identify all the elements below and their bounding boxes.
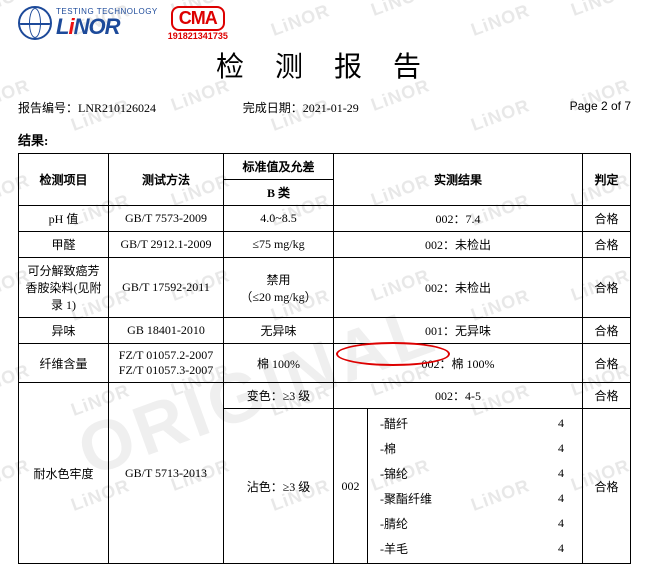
date-label: 完成日期： — [243, 101, 303, 115]
fastness-change-std: 变色：≥3 级 — [224, 383, 334, 409]
th-method: 测试方法 — [109, 154, 224, 206]
header-row-1: 检测项目 测试方法 标准值及允差 实测结果 判定 — [19, 154, 631, 180]
cma-number: 191821341735 — [168, 32, 228, 41]
logo-L: L — [56, 14, 68, 39]
cell-item: pH 值 — [19, 206, 109, 232]
table-row: 甲醛GB/T 2912.1-2009≤75 mg/kg002：未检出合格 — [19, 232, 631, 258]
fastness-change-judge: 合格 — [583, 383, 631, 409]
cell-method: GB 18401-2010 — [109, 318, 224, 344]
fastness-stain-std: 沾色：≥3 级 — [224, 409, 334, 564]
stain-item-value: 4 — [546, 536, 576, 561]
cell-standard: 棉 100% — [224, 344, 334, 383]
th-standard-top: 标准值及允差 — [224, 154, 334, 180]
cell-judge: 合格 — [583, 232, 631, 258]
linor-logo: TESTING TECHNOLOGY LiNOR — [18, 6, 158, 40]
cell-standard: ≤75 mg/kg — [224, 232, 334, 258]
cell-item: 纤维含量 — [19, 344, 109, 383]
fastness-method: GB/T 5713-2013 — [109, 383, 224, 564]
stain-item-row: -棉4 — [374, 436, 576, 461]
report-no-value: LNR210126024 — [78, 101, 156, 115]
results-label: 结果: — [18, 130, 631, 149]
cma-box: CMA — [171, 6, 225, 31]
cell-judge: 合格 — [583, 344, 631, 383]
cell-actual: 001：无异味 — [334, 318, 583, 344]
stain-item-row: -聚酯纤维4 — [374, 486, 576, 511]
stain-item-row: -羊毛4 — [374, 536, 576, 561]
completion-date: 完成日期：2021-01-29 — [243, 99, 509, 116]
table-row: 可分解致癌芳香胺染料(见附录 1)GB/T 17592-2011禁用（≤20 m… — [19, 258, 631, 318]
highlight-circle — [336, 342, 450, 366]
report-number: 报告编号：LNR210126024 — [18, 99, 243, 116]
fastness-item: 耐水色牢度 — [19, 383, 109, 564]
cma-mark: CMA 191821341735 — [168, 6, 228, 41]
table-row: 纤维含量FZ/T 01057.2-2007FZ/T 01057.3-2007棉 … — [19, 344, 631, 383]
fastness-stain-judge: 合格 — [583, 409, 631, 564]
logo-NOR: NOR — [74, 14, 120, 39]
table-row: pH 值GB/T 7573-20094.0~8.5002：7.4合格 — [19, 206, 631, 232]
stain-item-name: -锦纶 — [374, 461, 546, 486]
stain-item-row: -锦纶4 — [374, 461, 576, 486]
cell-actual: 002：未检出 — [334, 232, 583, 258]
th-judge: 判定 — [583, 154, 631, 206]
stain-item-name: -棉 — [374, 436, 546, 461]
cell-actual: 002：棉 100% — [334, 344, 583, 383]
th-standard-sub: B 类 — [224, 180, 334, 206]
fastness-stain-code: 002 — [334, 409, 368, 564]
globe-icon — [18, 6, 52, 40]
th-item: 检测项目 — [19, 154, 109, 206]
logo-row: TESTING TECHNOLOGY LiNOR CMA 19182134173… — [18, 6, 631, 41]
cell-method: GB/T 17592-2011 — [109, 258, 224, 318]
stain-item-name: -腈纶 — [374, 511, 546, 536]
cell-actual: 002：7.4 — [334, 206, 583, 232]
cell-method: GB/T 2912.1-2009 — [109, 232, 224, 258]
cell-standard: 禁用（≤20 mg/kg） — [224, 258, 334, 318]
cell-actual: 002：未检出 — [334, 258, 583, 318]
date-value: 2021-01-29 — [303, 101, 359, 115]
stain-item-name: -聚酯纤维 — [374, 486, 546, 511]
cell-item: 异味 — [19, 318, 109, 344]
stain-item-row: -腈纶4 — [374, 511, 576, 536]
meta-row: 报告编号：LNR210126024 完成日期：2021-01-29 Page 2… — [18, 99, 631, 116]
cell-item: 可分解致癌芳香胺染料(见附录 1) — [19, 258, 109, 318]
cell-method: FZ/T 01057.2-2007FZ/T 01057.3-2007 — [109, 344, 224, 383]
stain-item-value: 4 — [546, 461, 576, 486]
stain-item-name: -羊毛 — [374, 536, 546, 561]
fastness-change-row: 耐水色牢度 GB/T 5713-2013 变色：≥3 级 002：4-5 合格 — [19, 383, 631, 409]
stain-item-value: 4 — [546, 411, 576, 436]
logo-brand: LiNOR — [56, 16, 158, 38]
report-no-label: 报告编号： — [18, 101, 78, 115]
cell-judge: 合格 — [583, 318, 631, 344]
fastness-stain-list: -醋纤4-棉4-锦纶4-聚酯纤维4-腈纶4-羊毛4 — [368, 409, 583, 564]
stain-item-value: 4 — [546, 486, 576, 511]
results-table: 检测项目 测试方法 标准值及允差 实测结果 判定 B 类 pH 值GB/T 75… — [18, 153, 631, 564]
th-actual: 实测结果 — [334, 154, 583, 206]
table-row: 异味GB 18401-2010无异味001：无异味合格 — [19, 318, 631, 344]
cell-judge: 合格 — [583, 258, 631, 318]
page-indicator: Page 2 of 7 — [508, 99, 631, 116]
cell-item: 甲醛 — [19, 232, 109, 258]
stain-item-value: 4 — [546, 436, 576, 461]
stain-item-name: -醋纤 — [374, 411, 546, 436]
cell-standard: 4.0~8.5 — [224, 206, 334, 232]
fastness-change-actual: 002：4-5 — [334, 383, 583, 409]
cell-judge: 合格 — [583, 206, 631, 232]
cell-standard: 无异味 — [224, 318, 334, 344]
cell-method: GB/T 7573-2009 — [109, 206, 224, 232]
stain-item-row: -醋纤4 — [374, 411, 576, 436]
stain-item-value: 4 — [546, 511, 576, 536]
report-title: 检 测 报 告 — [18, 45, 631, 85]
